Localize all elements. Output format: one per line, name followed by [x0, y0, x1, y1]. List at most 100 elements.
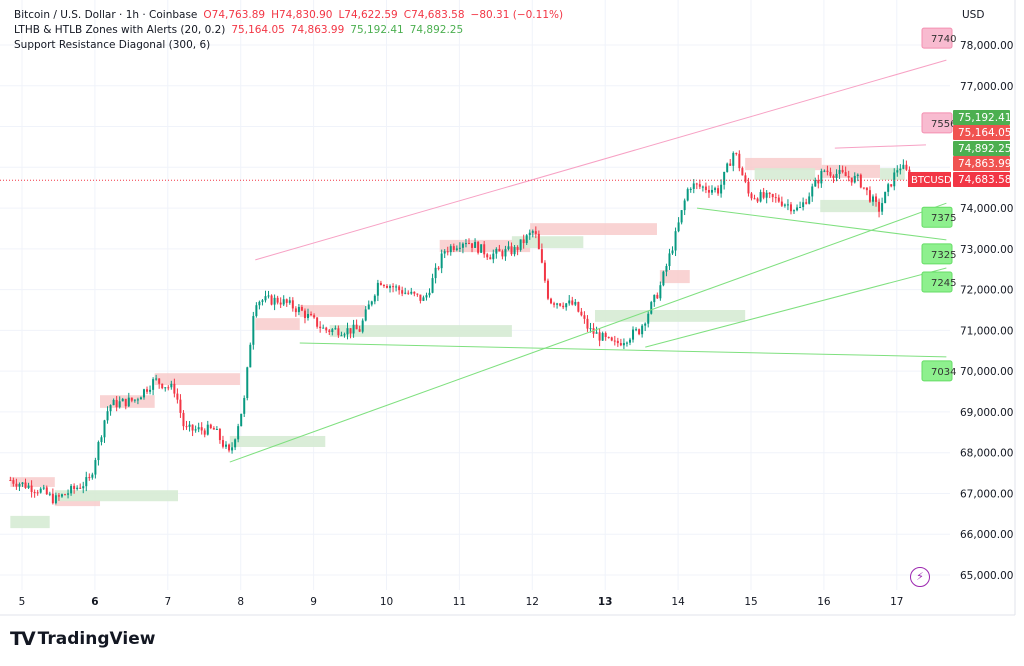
candle-body	[446, 251, 449, 253]
candle-body	[24, 482, 27, 489]
symbol-title[interactable]: Bitcoin / U.S. Dollar · 1h · Coinbase	[14, 9, 198, 21]
candle-body	[404, 292, 407, 294]
candle-body	[537, 233, 540, 250]
candle-body	[212, 427, 215, 430]
candle-body	[489, 257, 492, 260]
currency-label[interactable]: USD	[962, 9, 985, 21]
candle-body	[568, 300, 571, 304]
candle-body	[449, 246, 452, 253]
time-tick-label: 12	[526, 596, 539, 608]
candle-body	[167, 387, 170, 389]
candle-body	[398, 286, 401, 291]
candle-body	[519, 239, 522, 250]
candle-body	[139, 397, 142, 400]
candle-body	[288, 300, 291, 303]
candle-body	[726, 163, 729, 172]
price-label: 74,892.25	[958, 143, 1011, 155]
candle-body	[859, 174, 862, 188]
candle-body	[756, 198, 759, 202]
price-label: 74,683.58	[958, 174, 1011, 186]
candle-body	[173, 383, 176, 394]
candle-body	[30, 485, 33, 493]
candle-body	[668, 253, 671, 267]
candle-body	[540, 249, 543, 263]
support-diagonal-line	[299, 342, 947, 358]
candle-body	[559, 303, 562, 306]
candle-body	[261, 300, 264, 302]
support-zone	[511, 236, 584, 249]
candle-body	[890, 184, 893, 187]
time-tick-label: 10	[380, 596, 393, 608]
candle-body	[103, 420, 106, 438]
candle-body	[513, 246, 516, 255]
candle-body	[224, 444, 227, 447]
candle-body	[185, 426, 188, 428]
candle-body	[868, 190, 871, 202]
candle-body	[762, 192, 765, 198]
candle-body	[829, 171, 832, 176]
candle-body	[221, 440, 224, 447]
candle-body	[814, 180, 817, 187]
candle-body	[115, 399, 118, 408]
indicator-name[interactable]: LTHB & HTLB Zones with Alerts (20, 0.2)	[14, 24, 226, 36]
candle-body	[434, 267, 437, 279]
candle-body	[94, 460, 97, 475]
candle-body	[455, 248, 458, 250]
price-tick-label: 70,000.00	[960, 366, 1013, 378]
candle-body	[750, 193, 753, 199]
candle-body	[70, 485, 73, 494]
candle-body	[610, 337, 613, 341]
support-zone	[329, 325, 512, 337]
time-tick-label: 5	[19, 596, 26, 608]
candle-body	[783, 204, 786, 206]
candle-body	[197, 427, 200, 430]
indicator-legend-row: Support Resistance Diagonal (300, 6)	[14, 38, 569, 53]
diagonal-label: 7740	[931, 34, 956, 45]
candle-body	[553, 303, 556, 305]
candle-body	[258, 301, 261, 306]
candle-body	[525, 235, 528, 244]
candle-body	[853, 175, 856, 183]
candle-body	[759, 192, 762, 202]
candle-body	[692, 183, 695, 189]
candle-body	[650, 302, 653, 314]
candle-body	[653, 294, 656, 303]
time-tick-label: 15	[744, 596, 757, 608]
candle-body	[392, 286, 395, 288]
candle-body	[228, 444, 231, 451]
resistance-zone	[299, 305, 366, 317]
resistance-diagonal-line	[834, 144, 926, 149]
candle-body	[689, 188, 692, 190]
candle-body	[106, 411, 109, 421]
candle-body	[307, 313, 310, 319]
resistance-zone	[530, 223, 657, 235]
low-value: L74,622.59	[338, 9, 398, 21]
candle-body	[188, 424, 191, 427]
candle-body	[191, 424, 194, 431]
candle-body	[765, 192, 768, 198]
candle-body	[234, 439, 237, 448]
candle-body	[771, 194, 774, 198]
indicator-value: 74,892.25	[409, 24, 464, 36]
candle-body	[130, 397, 133, 401]
candle-body	[155, 378, 158, 380]
candle-body	[458, 247, 461, 249]
candle-body	[780, 201, 783, 206]
candle-body	[313, 315, 316, 318]
candle-body	[401, 290, 404, 294]
candle-body	[671, 250, 674, 254]
candle-body	[598, 332, 601, 341]
indicator-name[interactable]: Support Resistance Diagonal (300, 6)	[14, 39, 211, 51]
candle-body	[604, 333, 607, 338]
candle-body	[182, 412, 185, 427]
candle-body	[376, 282, 379, 296]
flash-icon[interactable]: ⚡	[910, 567, 930, 587]
candle-body	[647, 313, 650, 324]
support-zone	[880, 168, 905, 180]
candle-body	[732, 153, 735, 166]
candle-body	[878, 201, 881, 212]
diagonal-label-box	[921, 360, 953, 382]
candle-body	[36, 492, 39, 494]
candle-body	[744, 175, 747, 182]
